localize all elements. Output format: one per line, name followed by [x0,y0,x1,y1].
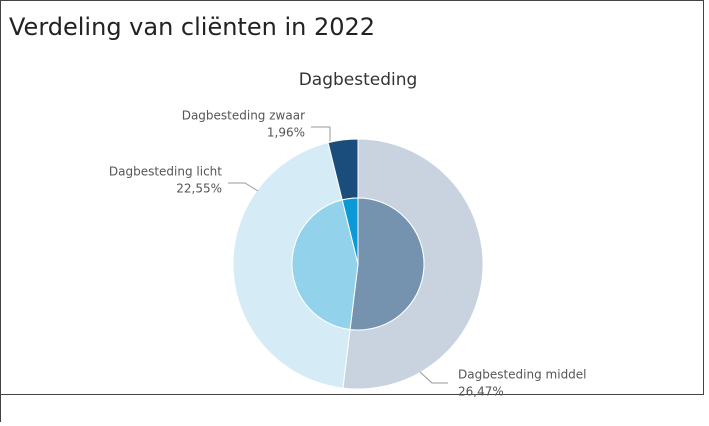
frame [0,0,704,395]
labels: Dagbesteding middel 26,47% Dagbesteding li… [109,109,587,399]
leader-line [311,126,331,141]
inner-slice [341,197,359,265]
label-value: 26,47% [458,385,504,399]
label-name: Dagbesteding zwaar [182,109,305,123]
inner-slice [349,197,425,331]
label-value: 1,96% [267,126,305,140]
label-value: 22,55% [176,182,222,196]
chart-title: Dagbesteding [299,70,418,90]
donut [232,138,484,390]
inner-slice [291,199,359,331]
leader-line [228,182,259,192]
label-name: Dagbesteding licht [109,165,222,179]
leader-line [419,371,448,384]
page-title: Verdeling van cliënten in 2022 [9,13,375,41]
label-name: Dagbesteding middel [458,368,587,382]
